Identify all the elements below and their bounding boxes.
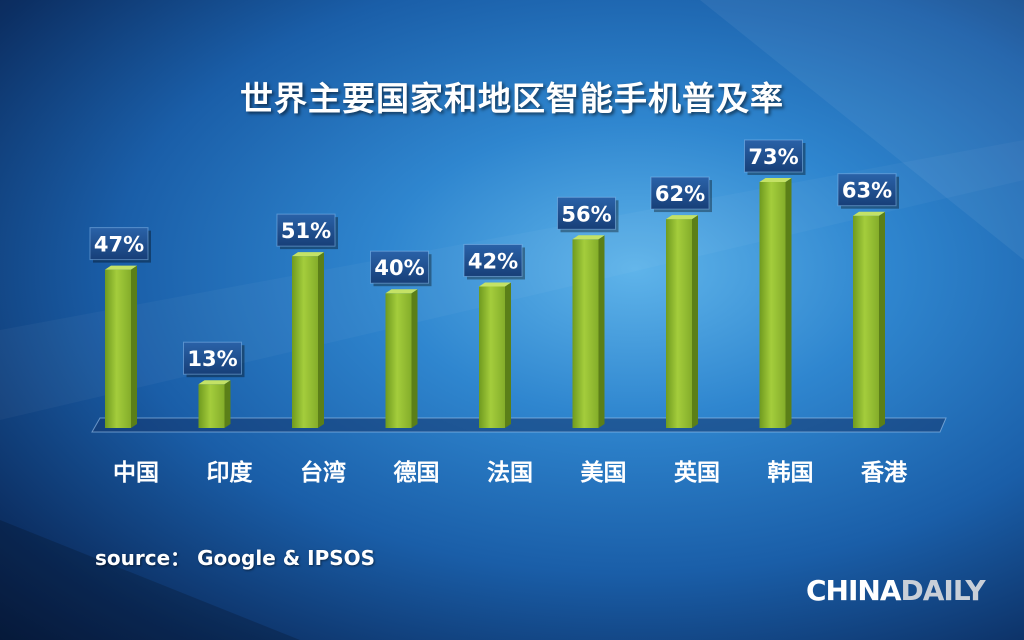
data-label-text: 51% xyxy=(281,219,331,243)
category-label: 法国 xyxy=(487,460,533,486)
data-label-text: 40% xyxy=(374,256,424,280)
bar xyxy=(105,265,137,428)
bar xyxy=(759,178,792,428)
data-label-text: 47% xyxy=(94,233,144,257)
data-label: 47% xyxy=(89,227,151,263)
data-label: 62% xyxy=(650,176,712,213)
data-label-text: 42% xyxy=(468,249,518,273)
data-label: 13% xyxy=(183,341,245,378)
bar xyxy=(385,289,418,428)
data-label: 51% xyxy=(276,213,338,250)
category-label: 美国 xyxy=(581,459,627,486)
category-label: 台湾 xyxy=(300,459,346,486)
category-label: 印度 xyxy=(207,459,254,486)
category-label: 韩国 xyxy=(768,459,814,486)
data-label-text: 73% xyxy=(748,145,798,169)
data-label-text: 13% xyxy=(187,347,237,371)
data-label: 63% xyxy=(837,173,899,209)
category-label: 香港 xyxy=(861,460,908,486)
bar xyxy=(572,235,605,428)
data-label-text: 62% xyxy=(655,182,705,206)
data-label-text: 56% xyxy=(561,202,611,226)
data-label: 73% xyxy=(744,139,806,175)
data-label-text: 63% xyxy=(842,179,892,203)
bar xyxy=(198,380,231,428)
category-label: 英国 xyxy=(674,459,720,486)
chinadaily-logo: CHINADAILY xyxy=(806,574,986,607)
data-label: 42% xyxy=(463,243,525,280)
data-label: 40% xyxy=(370,250,432,287)
source-note: source： Google & IPSOS xyxy=(95,546,376,570)
category-label: 中国 xyxy=(113,460,159,486)
bar xyxy=(666,215,698,428)
bar xyxy=(292,252,324,428)
category-label: 德国 xyxy=(394,459,440,486)
data-label: 56% xyxy=(557,196,619,233)
bar xyxy=(479,282,511,428)
chart-title: 世界主要国家和地区智能手机普及率 xyxy=(240,79,784,118)
bar xyxy=(853,211,885,428)
